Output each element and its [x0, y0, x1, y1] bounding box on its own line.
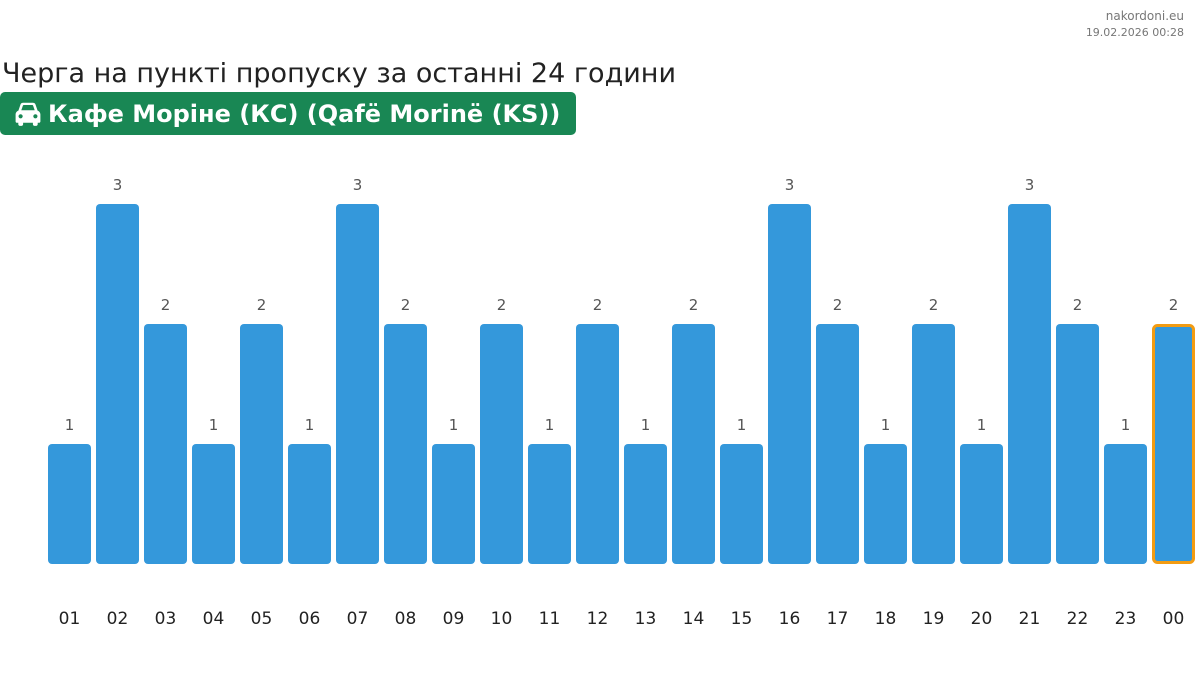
x-tick-label-04: 04	[203, 609, 225, 629]
x-tick-label-20: 20	[971, 609, 993, 629]
x-tick-label-23: 23	[1115, 609, 1137, 629]
x-tick-label-22: 22	[1067, 609, 1089, 629]
car-icon	[15, 102, 41, 126]
bar-20	[960, 444, 1003, 564]
value-label-12: 2	[593, 296, 603, 314]
x-tick-label-13: 13	[635, 609, 657, 629]
bar-04	[192, 444, 235, 564]
bar-00	[1152, 324, 1195, 564]
x-tick-label-08: 08	[395, 609, 417, 629]
x-tick-label-11: 11	[539, 609, 561, 629]
bar-06	[288, 444, 331, 564]
bar-23	[1104, 444, 1147, 564]
value-label-10: 2	[497, 296, 507, 314]
x-tick-label-21: 21	[1019, 609, 1041, 629]
value-label-09: 1	[449, 416, 459, 434]
value-label-05: 2	[257, 296, 267, 314]
x-tick-label-14: 14	[683, 609, 705, 629]
x-tick-label-03: 03	[155, 609, 177, 629]
x-tick-label-17: 17	[827, 609, 849, 629]
value-label-11: 1	[545, 416, 555, 434]
bar-02	[96, 204, 139, 564]
value-label-03: 2	[161, 296, 171, 314]
bar-16	[768, 204, 811, 564]
bar-10	[480, 324, 523, 564]
value-label-06: 1	[305, 416, 315, 434]
value-label-23: 1	[1121, 416, 1131, 434]
value-label-20: 1	[977, 416, 987, 434]
x-tick-label-10: 10	[491, 609, 513, 629]
bar-15	[720, 444, 763, 564]
x-tick-label-06: 06	[299, 609, 321, 629]
value-label-19: 2	[929, 296, 939, 314]
x-tick-label-15: 15	[731, 609, 753, 629]
value-label-14: 2	[689, 296, 699, 314]
value-label-21: 3	[1025, 176, 1035, 194]
timestamp: 19.02.2026 00:28	[1085, 26, 1184, 39]
value-label-01: 1	[65, 416, 75, 434]
x-tick-label-00: 00	[1163, 609, 1185, 629]
value-label-04: 1	[209, 416, 219, 434]
bar-14	[672, 324, 715, 564]
value-label-15: 1	[737, 416, 747, 434]
value-label-08: 2	[401, 296, 411, 314]
value-label-16: 3	[785, 176, 795, 194]
bar-11	[528, 444, 571, 564]
checkpoint-badge: Кафе Моріне (КС) (Qafë Morinë (KS))	[0, 92, 577, 135]
bar-08	[384, 324, 427, 564]
bar-01	[48, 444, 91, 564]
bar-18	[864, 444, 907, 564]
bar-12	[576, 324, 619, 564]
value-label-07: 3	[353, 176, 363, 194]
x-tick-label-02: 02	[107, 609, 129, 629]
x-tick-label-12: 12	[587, 609, 609, 629]
x-tick-label-09: 09	[443, 609, 465, 629]
checkpoint-name: Кафе Моріне (КС) (Qafë Morinë (KS))	[48, 99, 561, 128]
bar-05	[240, 324, 283, 564]
site-name: nakordoni.eu	[1105, 9, 1184, 23]
bar-09	[432, 444, 475, 564]
value-label-02: 3	[113, 176, 123, 194]
x-tick-label-01: 01	[59, 609, 81, 629]
x-tick-label-16: 16	[779, 609, 801, 629]
value-label-18: 1	[881, 416, 891, 434]
bar-13	[624, 444, 667, 564]
value-label-13: 1	[641, 416, 651, 434]
bar-17	[816, 324, 859, 564]
chart-title: Черга на пункті пропуску за останні 24 г…	[2, 58, 676, 89]
x-tick-label-05: 05	[251, 609, 273, 629]
bar-21	[1008, 204, 1051, 564]
x-tick-label-18: 18	[875, 609, 897, 629]
bar-07	[336, 204, 379, 564]
value-label-00: 2	[1169, 296, 1179, 314]
value-label-17: 2	[833, 296, 843, 314]
value-label-22: 2	[1073, 296, 1083, 314]
x-tick-label-19: 19	[923, 609, 945, 629]
bar-19	[912, 324, 955, 564]
x-tick-label-07: 07	[347, 609, 369, 629]
bar-22	[1056, 324, 1099, 564]
bar-03	[144, 324, 187, 564]
